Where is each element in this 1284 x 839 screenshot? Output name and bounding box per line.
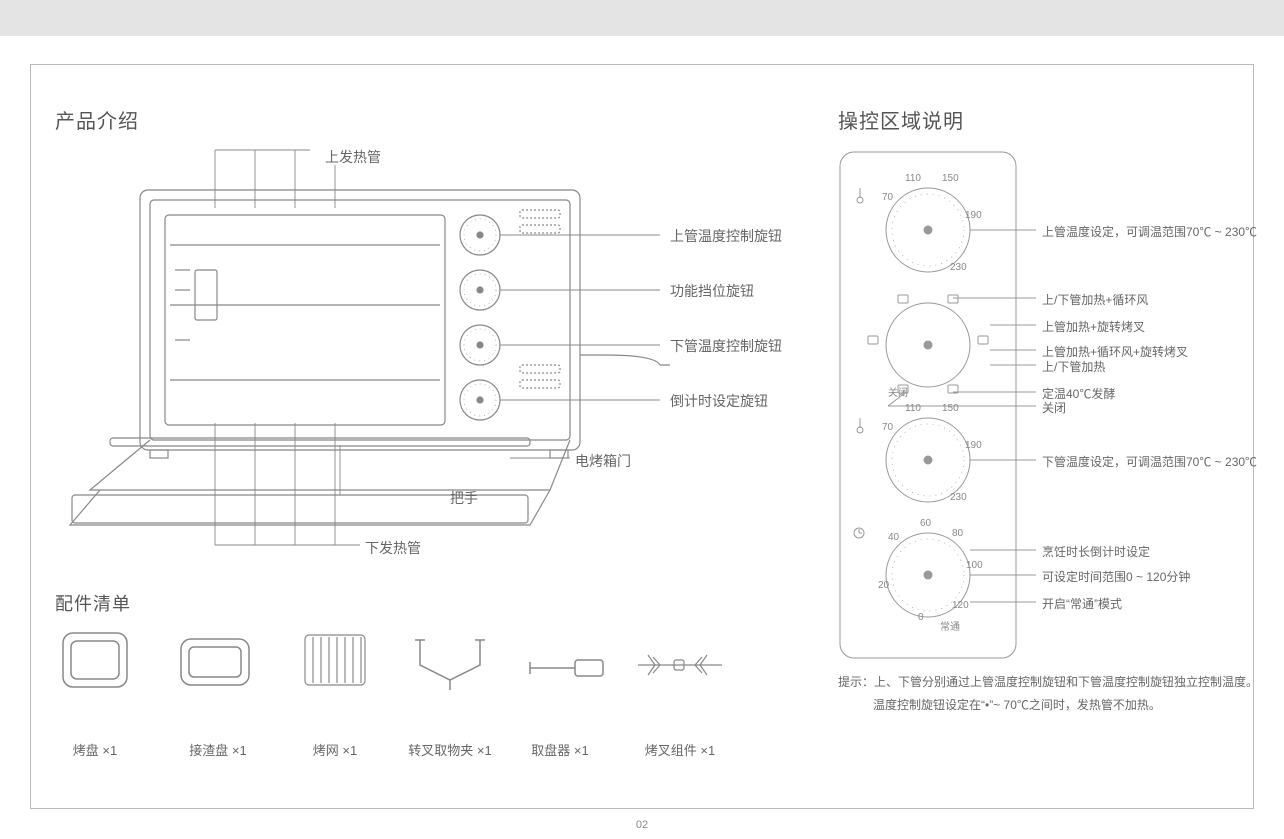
d4-tick-120: 120	[952, 600, 969, 611]
d3-tick-190: 190	[965, 440, 982, 451]
d4-tick-0: 0	[918, 612, 924, 623]
callout-top-heater: 上发热管	[325, 147, 381, 167]
callout-handle: 把手	[450, 488, 478, 508]
accessories-title: 配件清单	[55, 590, 131, 616]
callout-door: 电烤箱门	[575, 451, 631, 471]
d1-tick-150: 150	[942, 173, 959, 184]
d4-tick-100: 100	[966, 560, 983, 571]
acc-label-0: 烤盘 ×1	[60, 740, 130, 759]
acc-label-2: 烤网 ×1	[300, 740, 370, 759]
d4-tick-20: 20	[878, 580, 889, 591]
page-number: 02	[636, 819, 648, 831]
d1-tick-190: 190	[965, 210, 982, 221]
callout-function-knob: 功能挡位旋钮	[670, 281, 754, 301]
dial4-desc2: 可设定时间范围0 ~ 120分钟	[1042, 568, 1190, 585]
func-f: 关闭	[1042, 399, 1066, 416]
d3-tick-110: 110	[905, 403, 921, 414]
d3-tick-150: 150	[942, 403, 959, 414]
callout-top-temp-knob: 上管温度控制旋钮	[670, 226, 782, 246]
product-intro-title: 产品介绍	[55, 105, 139, 134]
tip-line2: 温度控制旋钮设定在“•”~ 70℃之间时，发热管不加热。	[873, 695, 1161, 717]
d4-tick-40: 40	[888, 532, 899, 543]
d3-tick-230: 230	[950, 492, 967, 503]
d1-tick-110: 110	[905, 173, 921, 184]
tip-line1: 提示：上、下管分别通过上管温度控制旋钮和下管温度控制旋钮独立控制温度。	[838, 672, 1258, 694]
oven-diagram	[50, 140, 670, 560]
acc-label-3: 转叉取物夹 ×1	[400, 740, 500, 759]
d4-off: 关闭	[888, 384, 908, 399]
dial4-desc3: 开启“常通”模式	[1042, 595, 1122, 612]
callout-bottom-heater: 下发热管	[365, 538, 421, 558]
callout-bottom-temp-knob: 下管温度控制旋钮	[670, 336, 782, 356]
accessory-wire-rack-icon	[295, 625, 375, 695]
d3-tick-70: 70	[882, 422, 893, 433]
control-panel-diagram	[838, 150, 1018, 660]
func-a: 上/下管加热+循环风	[1042, 291, 1148, 308]
dial4-desc1: 烹饪时长倒计时设定	[1042, 543, 1150, 560]
accessory-rotisserie-handle-icon	[405, 625, 495, 695]
control-area-title: 操控区域说明	[838, 105, 964, 134]
callout-timer-knob: 倒计时设定旋钮	[670, 391, 768, 411]
dial3-desc: 下管温度设定，可调温范围70℃ ~ 230℃	[1042, 453, 1257, 470]
d4-stayon: 常通	[940, 618, 960, 633]
acc-label-1: 接渣盘 ×1	[178, 740, 258, 759]
d1-tick-70: 70	[882, 192, 893, 203]
accessory-tray-handle-icon	[520, 640, 610, 690]
d4-tick-80: 80	[952, 528, 963, 539]
acc-label-5: 烤叉组件 ×1	[630, 740, 730, 759]
accessory-rotisserie-fork-icon	[630, 640, 730, 690]
func-b: 上管加热+旋转烤叉	[1042, 318, 1145, 335]
dial1-desc: 上管温度设定，可调温范围70℃ ~ 230℃	[1042, 223, 1257, 240]
accessory-baking-tray-icon	[55, 625, 135, 695]
top-bar	[0, 0, 1284, 36]
func-d: 上/下管加热	[1042, 358, 1105, 375]
d1-tick-230: 230	[950, 262, 967, 273]
d4-tick-60: 60	[920, 518, 931, 529]
accessory-crumb-tray-icon	[175, 625, 255, 695]
acc-label-4: 取盘器 ×1	[520, 740, 600, 759]
